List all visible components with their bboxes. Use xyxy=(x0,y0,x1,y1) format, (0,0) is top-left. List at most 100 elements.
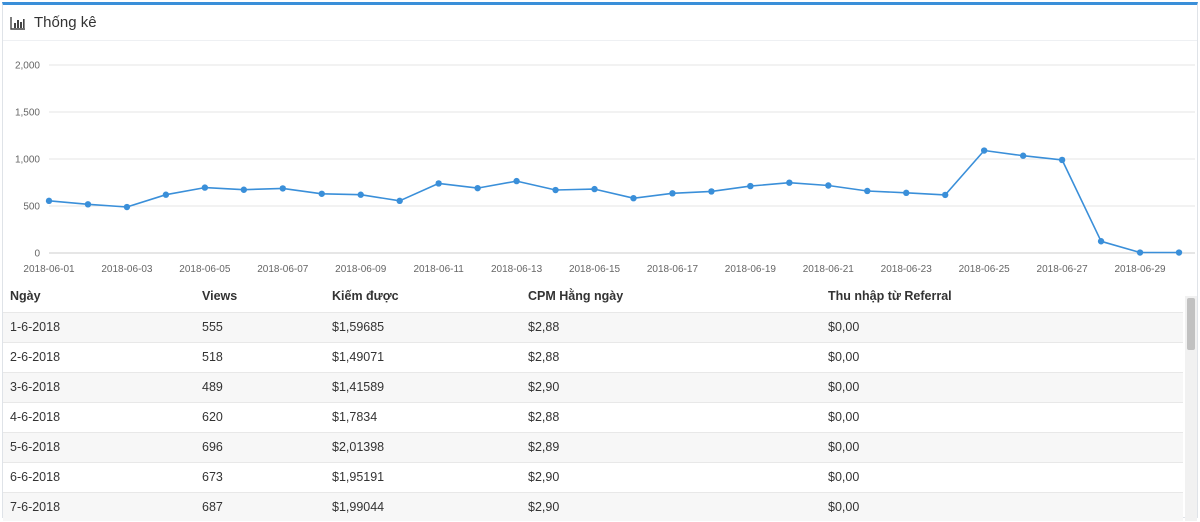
data-point xyxy=(708,188,715,195)
data-point xyxy=(864,187,871,195)
header-earned: Kiếm được xyxy=(332,288,399,303)
cell-cpm: $2,90 xyxy=(521,461,821,492)
data-point xyxy=(474,184,481,192)
cell-views: 696 xyxy=(195,431,325,462)
data-point xyxy=(240,186,248,193)
table-row: 2-6-2018 518 $1,49071 $2,88 $0,00 xyxy=(3,341,1183,372)
data-point xyxy=(591,185,598,193)
data-point xyxy=(747,182,754,190)
cell-referral: $0,00 xyxy=(821,431,1183,462)
data-point xyxy=(123,203,131,211)
x-tick-label: 2018-06-21 xyxy=(803,264,855,275)
header-referral-income: Thu nhập từ Referral xyxy=(828,288,952,303)
data-point xyxy=(942,191,949,199)
cell-referral: $0,00 xyxy=(821,461,1183,492)
data-point xyxy=(1136,249,1144,256)
table-row: 3-6-2018 489 $1,41589 $2,90 $0,00 xyxy=(3,371,1183,402)
cell-earned: $1,59685 xyxy=(325,311,521,342)
table-header-row: Ngày Views Kiếm được CPM Hằng ngày Thu n… xyxy=(3,280,1183,312)
cell-cpm: $2,90 xyxy=(521,491,821,521)
cell-referral: $0,00 xyxy=(821,491,1183,521)
header-date: Ngày xyxy=(10,288,41,303)
data-point xyxy=(513,177,520,185)
cell-views: 687 xyxy=(195,491,325,521)
y-tick-label: 1,500 xyxy=(15,108,40,119)
panel-title: Thống kê xyxy=(34,14,97,31)
data-point xyxy=(84,201,92,208)
table-row: 4-6-2018 620 $1,7834 $2,88 $0,00 xyxy=(3,401,1183,432)
cell-date: 3-6-2018 xyxy=(3,371,195,402)
x-tick-label: 2018-06-19 xyxy=(725,264,777,275)
table-row: 6-6-2018 673 $1,95191 $2,90 $0,00 xyxy=(3,461,1183,492)
bar-chart-icon xyxy=(10,16,26,30)
x-tick-label: 2018-06-11 xyxy=(413,264,464,275)
x-tick-label: 2018-06-07 xyxy=(257,264,309,275)
data-point xyxy=(786,179,793,186)
views-line-chart: 0 500 1,000 1,500 2,000 2018-06-01 2018-06-03 2… xyxy=(3,41,1197,279)
x-tick-label: 2018-06-03 xyxy=(101,264,153,275)
x-tick-label: 2018-06-13 xyxy=(491,264,543,275)
x-tick-label: 2018-06-23 xyxy=(881,264,933,275)
cell-date: 6-6-2018 xyxy=(3,461,195,492)
cell-earned: $1,95191 xyxy=(325,461,521,492)
series-line xyxy=(48,149,1179,254)
x-tick-label: 2018-06-29 xyxy=(1114,264,1166,275)
data-point xyxy=(903,189,910,197)
data-point xyxy=(279,185,286,192)
data-point xyxy=(669,190,676,197)
stats-table-container[interactable]: Ngày Views Kiếm được CPM Hằng ngày Thu n… xyxy=(3,280,1197,521)
cell-earned: $2,01398 xyxy=(325,431,521,462)
data-point xyxy=(825,182,832,189)
data-point xyxy=(435,180,442,187)
cell-referral: $0,00 xyxy=(821,371,1183,402)
cell-date: 1-6-2018 xyxy=(3,311,195,342)
scrollbar-thumb[interactable] xyxy=(1187,298,1195,350)
cell-earned: $1,41589 xyxy=(325,371,521,402)
cell-earned: $1,99044 xyxy=(325,491,521,521)
cell-views: 555 xyxy=(195,311,325,342)
header-views: Views xyxy=(202,288,238,303)
x-tick-label: 2018-06-25 xyxy=(959,264,1011,275)
x-tick-label: 2018-06-09 xyxy=(335,264,387,275)
x-tick-label: 2018-06-05 xyxy=(179,264,231,275)
header-daily-cpm: CPM Hằng ngày xyxy=(528,288,624,303)
cell-views: 518 xyxy=(195,341,325,372)
cell-referral: $0,00 xyxy=(821,341,1183,372)
data-point xyxy=(980,147,988,154)
cell-earned: $1,7834 xyxy=(325,401,521,432)
table-row: 1-6-2018 555 $1,59685 $2,88 $0,00 xyxy=(3,311,1183,342)
cell-referral: $0,00 xyxy=(821,401,1183,432)
cell-date: 2-6-2018 xyxy=(3,341,195,372)
data-point xyxy=(357,191,364,198)
data-point xyxy=(1175,249,1183,256)
data-point xyxy=(45,197,53,205)
table-row: 5-6-2018 696 $2,01398 $2,89 $0,00 xyxy=(3,431,1183,462)
cell-cpm: $2,90 xyxy=(521,371,821,402)
data-point xyxy=(318,190,325,197)
y-tick-label: 1,000 xyxy=(15,155,40,166)
cell-referral: $0,00 xyxy=(821,311,1183,342)
data-point xyxy=(630,194,637,202)
data-point xyxy=(552,186,559,194)
cell-views: 673 xyxy=(195,461,325,492)
chart-svg: 0 500 1,000 1,500 2,000 2018-06-01 2018-06-03 2… xyxy=(15,61,1195,275)
data-point xyxy=(1097,238,1105,245)
y-tick-label: 0 xyxy=(34,249,40,260)
cell-date: 7-6-2018 xyxy=(3,491,195,521)
cell-views: 489 xyxy=(195,371,325,402)
x-tick-label: 2018-06-17 xyxy=(647,264,699,275)
y-tick-label: 2,000 xyxy=(15,61,40,72)
data-point xyxy=(1019,152,1027,159)
cell-date: 5-6-2018 xyxy=(3,431,195,462)
cell-earned: $1,49071 xyxy=(325,341,521,372)
x-tick-label: 2018-06-01 xyxy=(23,264,75,275)
panel-header: Thống kê xyxy=(3,5,1197,41)
data-point xyxy=(1058,156,1066,164)
stats-table: Ngày Views Kiếm được CPM Hằng ngày Thu n… xyxy=(3,280,1183,521)
x-tick-label: 2018-06-27 xyxy=(1037,264,1089,275)
data-point xyxy=(201,184,209,191)
table-scrollbar[interactable] xyxy=(1185,296,1197,521)
y-tick-label: 500 xyxy=(23,202,40,213)
cell-date: 4-6-2018 xyxy=(3,401,195,432)
